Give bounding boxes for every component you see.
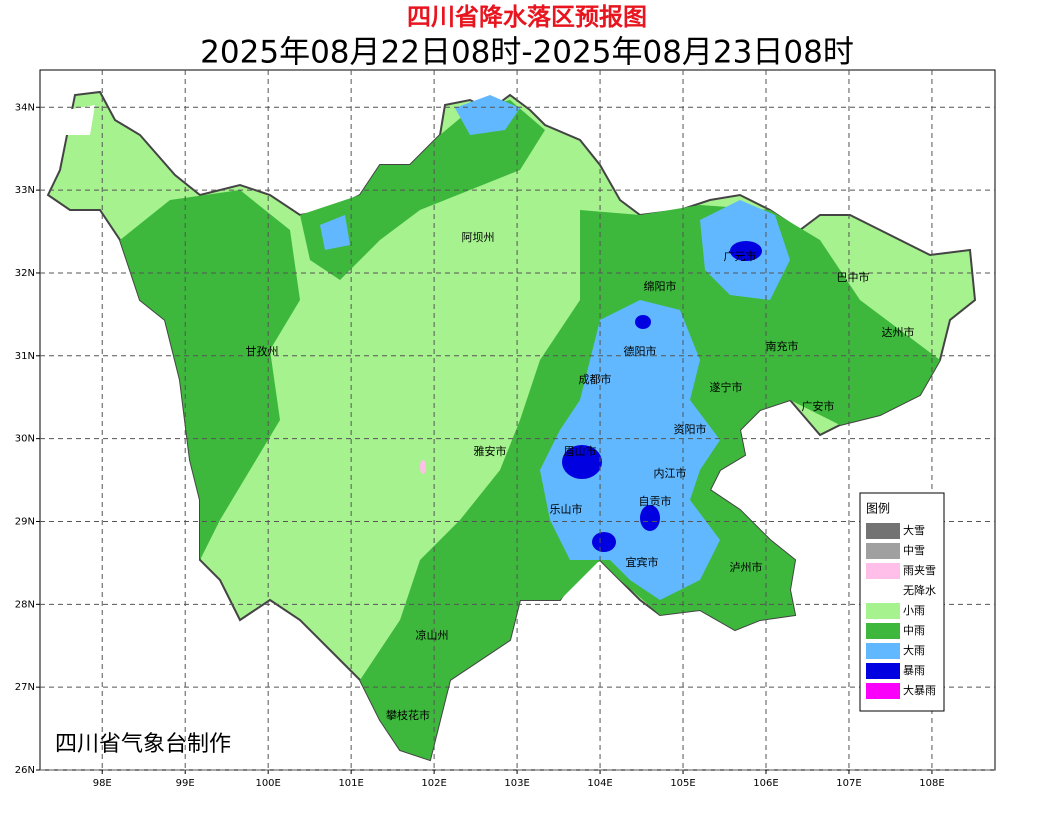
city-label: 阿坝州 bbox=[462, 230, 495, 244]
precip-areas bbox=[46, 90, 977, 762]
city-label: 自贡市 bbox=[639, 494, 672, 508]
legend-title: 图例 bbox=[866, 502, 890, 516]
x-tick-label: 101E bbox=[338, 778, 363, 789]
x-tick-label: 106E bbox=[753, 778, 778, 789]
legend-swatch bbox=[866, 543, 900, 559]
x-tick-label: 105E bbox=[670, 778, 695, 789]
city-label: 雅安市 bbox=[474, 444, 507, 458]
y-tick-label: 32N bbox=[15, 268, 35, 279]
heavy-rain-area bbox=[540, 300, 720, 600]
legend-swatch bbox=[866, 563, 900, 579]
city-label: 成都市 bbox=[579, 372, 612, 386]
legend-label: 小雨 bbox=[903, 604, 925, 617]
city-labels: 阿坝州 甘孜州 广元市 巴中市 绵阳市 达州市 南充市 德阳市 成都市 遂宁市 … bbox=[246, 230, 915, 722]
city-label: 达州市 bbox=[882, 325, 915, 339]
y-tick-label: 33N bbox=[15, 185, 35, 196]
x-tick-label: 99E bbox=[176, 778, 195, 789]
legend-swatch bbox=[866, 683, 900, 699]
legend-swatch bbox=[866, 583, 900, 599]
sleet-area bbox=[420, 460, 426, 474]
x-tick-label: 102E bbox=[421, 778, 446, 789]
legend-swatch bbox=[866, 523, 900, 539]
city-label: 德阳市 bbox=[624, 344, 657, 358]
x-tick-label: 104E bbox=[587, 778, 612, 789]
city-label: 绵阳市 bbox=[644, 279, 677, 293]
city-label: 南充市 bbox=[766, 339, 799, 353]
legend-label: 暴雨 bbox=[903, 664, 925, 677]
city-label: 资阳市 bbox=[674, 422, 707, 436]
city-label: 凉山州 bbox=[416, 628, 449, 642]
grid: 98E 99E 100E 101E 102E 103E 104E 105E 106E 107E 10… bbox=[15, 70, 995, 789]
legend-label: 无降水 bbox=[903, 583, 936, 597]
y-tick-label: 29N bbox=[15, 516, 35, 527]
heavy-rain-area bbox=[455, 95, 520, 135]
city-label: 泸州市 bbox=[730, 560, 763, 574]
legend-swatch bbox=[866, 623, 900, 639]
moderate-rain-area bbox=[120, 190, 300, 560]
legend-label: 中雪 bbox=[903, 544, 925, 557]
city-label: 攀枝花市 bbox=[386, 708, 430, 722]
rainstorm-area bbox=[730, 241, 762, 261]
y-tick-label: 27N bbox=[15, 682, 35, 693]
title: 四川省降水落区预报图 bbox=[407, 3, 647, 31]
city-label: 遂宁市 bbox=[710, 380, 743, 394]
x-tick-label: 103E bbox=[504, 778, 529, 789]
rainstorm-area bbox=[640, 505, 660, 531]
rainstorm-area bbox=[562, 445, 602, 479]
city-label: 乐山市 bbox=[550, 502, 583, 516]
city-label: 广安市 bbox=[802, 399, 835, 413]
credit: 四川省气象台制作 bbox=[55, 732, 231, 757]
city-label: 广元市 bbox=[724, 249, 757, 263]
heavy-rain-area bbox=[320, 215, 350, 250]
legend-swatch bbox=[866, 663, 900, 679]
city-label: 内江市 bbox=[654, 466, 687, 480]
rainstorm-area bbox=[635, 315, 651, 329]
legend-swatch bbox=[866, 603, 900, 619]
legend-label: 大雨 bbox=[903, 643, 925, 657]
no-rain-area bbox=[55, 105, 95, 135]
x-tick-label: 100E bbox=[255, 778, 280, 789]
city-label: 宜宾市 bbox=[626, 555, 659, 569]
x-tick-label: 98E bbox=[93, 778, 112, 789]
legend-label: 中雨 bbox=[903, 624, 925, 637]
y-tick-label: 31N bbox=[15, 351, 35, 362]
y-tick-label: 28N bbox=[15, 599, 35, 610]
legend-swatch bbox=[866, 643, 900, 659]
legend-label: 大暴雨 bbox=[903, 683, 936, 697]
x-tick-label: 107E bbox=[836, 778, 861, 789]
rainstorm-area bbox=[592, 532, 616, 552]
subtitle: 2025年08月22日08时-2025年08月23日08时 bbox=[200, 35, 854, 71]
city-label: 巴中市 bbox=[837, 270, 870, 284]
y-tick-label: 30N bbox=[15, 434, 35, 445]
y-tick-label: 26N bbox=[15, 765, 35, 776]
legend-label: 雨夹雪 bbox=[903, 564, 936, 577]
city-label: 眉山市 bbox=[564, 444, 597, 458]
legend-label: 大雪 bbox=[903, 523, 925, 537]
city-label: 甘孜州 bbox=[246, 344, 279, 358]
x-tick-label: 108E bbox=[919, 778, 944, 789]
y-tick-label: 34N bbox=[15, 102, 35, 113]
